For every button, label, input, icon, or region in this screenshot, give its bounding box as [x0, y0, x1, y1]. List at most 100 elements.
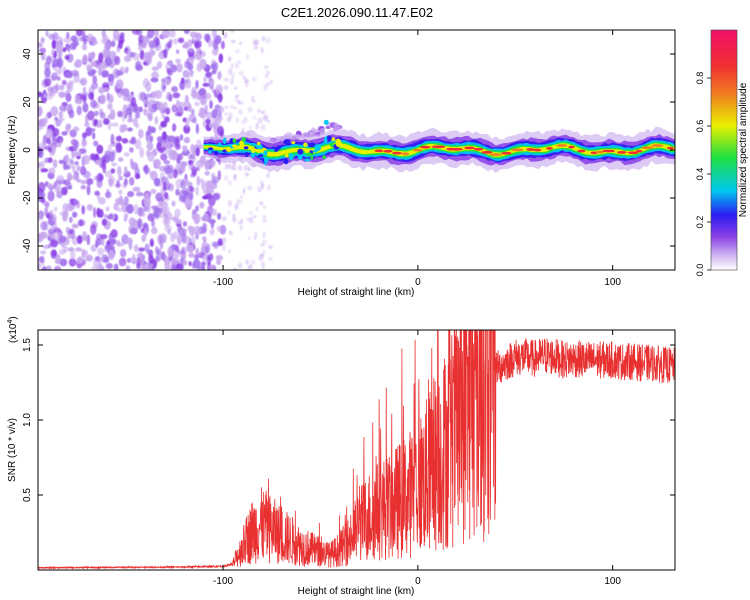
noise-blob [73, 142, 78, 152]
noise-blob [126, 107, 133, 116]
noise-blob [138, 91, 145, 101]
noise-blob [198, 111, 203, 117]
noise-blob [118, 189, 123, 195]
noise-blob [44, 78, 52, 87]
noise-blob [40, 51, 46, 61]
noise-blob [38, 181, 46, 193]
noise-blob [151, 219, 155, 228]
noise-blob [45, 55, 53, 65]
spectrogram-xtick-label: 100 [604, 277, 621, 288]
signal-peak [556, 144, 568, 147]
noise-blob [266, 119, 270, 123]
noise-blob [266, 70, 270, 75]
noise-blob [81, 205, 86, 215]
noise-blob [244, 83, 249, 88]
noise-blob [187, 63, 194, 71]
noise-blob [143, 228, 148, 237]
spectrogram-ylabel: Frequency (Hz) [7, 116, 18, 185]
noise-blob [160, 146, 167, 151]
noise-blob [214, 133, 220, 138]
signal-peak [546, 146, 553, 150]
harmonic-blob [319, 127, 326, 135]
noise-blob [183, 106, 190, 111]
noise-blob [98, 86, 105, 94]
noise-blob [51, 72, 58, 81]
colorbar-tick-label: 0.0 [695, 264, 705, 277]
noise-blob [249, 125, 252, 130]
svg-text:(x104): (x104) [7, 316, 19, 343]
noise-blob [75, 30, 83, 37]
noise-blob [70, 159, 74, 165]
noise-blob [91, 265, 100, 270]
noise-blob [54, 116, 58, 121]
noise-blob [183, 41, 189, 48]
noise-blob [217, 238, 223, 247]
noise-blob [172, 168, 178, 179]
noise-blob [76, 235, 83, 244]
noise-blob [121, 111, 126, 123]
noise-blob [199, 201, 205, 209]
noise-blob [249, 216, 254, 224]
noise-blob [226, 117, 232, 122]
noise-blob [59, 258, 68, 267]
signal-band [203, 126, 675, 174]
noise-blob [188, 252, 195, 258]
noise-blob [92, 75, 98, 84]
noise-blob [53, 181, 57, 189]
spectrogram-ytick-label: 0 [22, 147, 33, 153]
noise-blob [239, 225, 243, 231]
noise-blob [208, 264, 215, 270]
noise-blob [91, 81, 99, 90]
noise-blob [268, 256, 273, 261]
noise-blob [211, 109, 218, 119]
noise-blob [189, 225, 196, 237]
noise-blob [184, 136, 191, 144]
noise-blob [223, 77, 229, 82]
spectrogram-axes: -100 0 100 -40 -20 0 20 40 [22, 30, 675, 288]
noise-blob [82, 38, 88, 45]
noise-blob [171, 104, 178, 113]
noise-blob [132, 186, 141, 192]
noise-blob [203, 33, 211, 42]
noise-blob [228, 57, 232, 61]
noise-blob [131, 253, 136, 262]
noise-blob [58, 159, 65, 164]
signal-blob [225, 148, 232, 152]
noise-blob [244, 79, 249, 84]
noise-blob [108, 151, 116, 162]
signal-blob [232, 144, 238, 148]
noise-blob [93, 140, 99, 147]
signal-blob [303, 142, 308, 147]
signal-blob [213, 151, 219, 156]
noise-blob [111, 40, 116, 48]
noise-blob [104, 244, 111, 250]
noise-blob [103, 117, 110, 125]
noise-blob [265, 37, 271, 44]
noise-blob [238, 60, 241, 64]
noise-blob [88, 57, 93, 63]
noise-blob [158, 210, 166, 219]
colorbar-tick-label: 0.2 [695, 216, 705, 229]
noise-blob [73, 126, 80, 132]
snr-xtick-label: -100 [213, 576, 233, 587]
chart-title: C2E1.2026.090.11.47.E02 [281, 5, 433, 20]
noise-blob [201, 242, 206, 251]
noise-blob [96, 144, 104, 155]
noise-blob [182, 79, 189, 84]
noise-blob [132, 117, 138, 127]
noise-blob [47, 182, 53, 189]
noise-blob [40, 221, 47, 231]
noise-blob [238, 108, 243, 115]
noise-blob [225, 163, 228, 170]
noise-blob [150, 226, 158, 235]
noise-blob [80, 179, 87, 185]
snr-xlabel: Height of straight line (km) [298, 586, 415, 597]
noise-blob [230, 104, 234, 109]
signal-layer [203, 143, 675, 158]
noise-blob [163, 191, 169, 200]
signal-blob [312, 149, 318, 153]
noise-blob [161, 112, 166, 119]
signal-peak [602, 149, 616, 153]
noise-blob [71, 69, 79, 77]
noise-blob [110, 229, 118, 238]
